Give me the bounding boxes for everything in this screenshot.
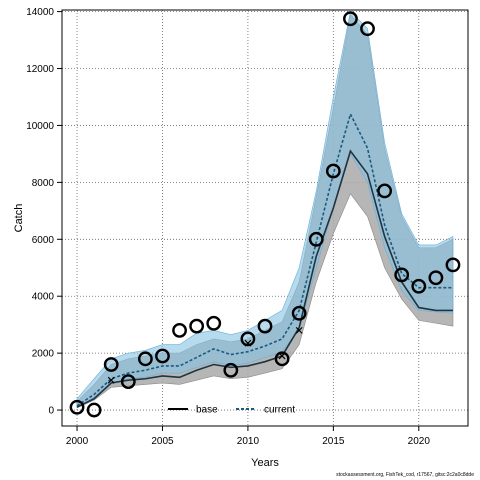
observed-point bbox=[257, 318, 273, 334]
y-tick-label: 4000 bbox=[32, 292, 55, 303]
observed-point bbox=[86, 402, 102, 418]
legend-base-label: base bbox=[196, 405, 218, 416]
current-band bbox=[76, 10, 454, 408]
observed-point bbox=[308, 231, 324, 247]
x-tick-label: 2015 bbox=[322, 436, 345, 447]
observed-point bbox=[206, 315, 222, 331]
observed-points bbox=[69, 11, 461, 418]
y-tick-label: 6000 bbox=[32, 235, 55, 246]
series-lines bbox=[76, 111, 453, 408]
observed-point bbox=[69, 399, 85, 415]
observed-point bbox=[411, 278, 427, 294]
y-axis-label: Catch bbox=[13, 204, 25, 233]
y-tick-label: 0 bbox=[48, 406, 54, 417]
legend-current-label: current bbox=[264, 405, 295, 416]
y-tick-label: 10000 bbox=[26, 121, 54, 132]
confidence-bands bbox=[76, 10, 454, 409]
plot-frame bbox=[61, 9, 469, 427]
observed-point bbox=[274, 351, 290, 367]
cross-marker bbox=[278, 352, 286, 360]
observed-point bbox=[172, 322, 187, 338]
observed-point bbox=[240, 331, 256, 347]
observed-point bbox=[103, 357, 119, 372]
series-line-base bbox=[76, 149, 453, 408]
observed-point bbox=[189, 318, 205, 334]
legend: base current bbox=[168, 405, 295, 416]
observed-point bbox=[360, 21, 375, 37]
x-tick-label: 2000 bbox=[66, 436, 89, 447]
observed-point bbox=[343, 11, 358, 27]
series-line-current bbox=[76, 111, 453, 407]
x-tick-label: 2020 bbox=[408, 436, 431, 447]
x-axis: 2000 2005 2010 2015 2020 bbox=[66, 426, 430, 447]
x-tick-label: 2005 bbox=[151, 436, 174, 447]
observed-point bbox=[120, 374, 136, 389]
y-tick-label: 14000 bbox=[26, 7, 54, 18]
cross-marker bbox=[244, 339, 252, 347]
observed-point bbox=[394, 267, 410, 283]
cross-markers bbox=[107, 326, 303, 384]
y-axis: 0 2000 4000 6000 8000 10000 12000 14000 bbox=[26, 7, 62, 417]
cross-marker bbox=[107, 376, 115, 384]
observed-point bbox=[291, 305, 307, 321]
observed-point bbox=[325, 163, 341, 179]
y-tick-label: 2000 bbox=[32, 349, 55, 360]
observed-point bbox=[428, 270, 444, 286]
x-tick-label: 2010 bbox=[237, 436, 260, 447]
y-tick-label: 12000 bbox=[26, 64, 54, 75]
observed-point bbox=[445, 257, 461, 273]
cross-marker bbox=[295, 326, 303, 334]
observed-point bbox=[377, 183, 393, 199]
observed-point bbox=[155, 348, 170, 364]
observed-point bbox=[137, 351, 153, 367]
y-tick-label: 8000 bbox=[32, 178, 55, 189]
observed-point bbox=[223, 362, 239, 378]
x-axis-label: Years bbox=[251, 457, 279, 469]
footer-source: stockassessment.org, FishTek_cod, r17567… bbox=[336, 472, 474, 478]
